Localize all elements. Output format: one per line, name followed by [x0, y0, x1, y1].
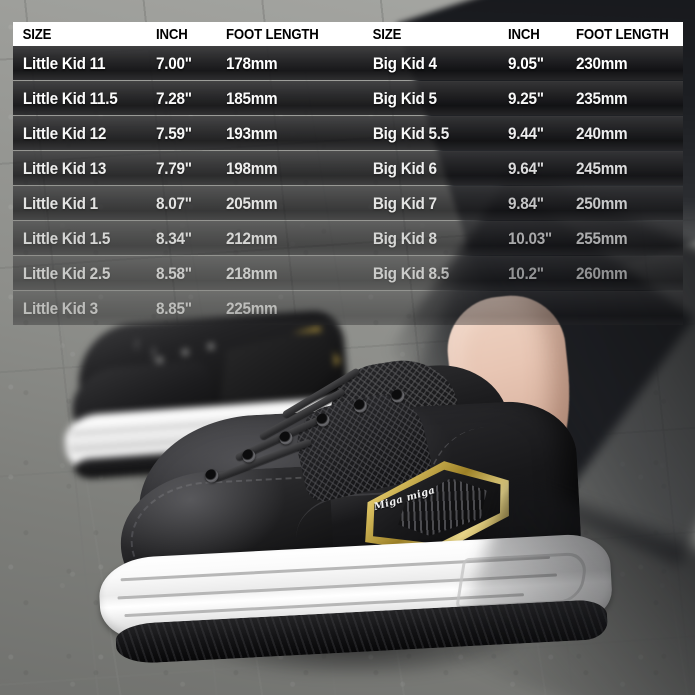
table-row: Little Kid 11.5 7.28" 185mm Big Kid 5 9.…: [13, 81, 683, 115]
cell-left-inch: 7.59": [156, 123, 193, 143]
cell-left-size: Little Kid 12: [22, 123, 107, 143]
back-shoe-laces: [135, 326, 269, 382]
cell-left-inch: 8.34": [156, 228, 193, 248]
cell-right-inch: 10.03": [507, 228, 552, 248]
cell-left-foot: 185mm: [226, 88, 278, 108]
cell-right-size: Big Kid 7: [372, 193, 437, 213]
cell-left-size: Little Kid 11: [22, 53, 106, 73]
cell-left-size: Little Kid 1.5: [22, 228, 111, 248]
cell-right-size: Big Kid 8: [372, 228, 437, 248]
cell-right-inch: 9.25": [507, 88, 544, 108]
cell-left-foot: 178mm: [226, 53, 278, 73]
cell-left-size: Little Kid 1: [22, 193, 98, 213]
cell-left-foot: 193mm: [226, 123, 278, 143]
cell-left-inch: 7.79": [156, 158, 193, 178]
cell-left-size: Little Kid 13: [22, 158, 107, 178]
cell-left-size: Little Kid 2.5: [22, 263, 111, 283]
cell-left-foot: 212mm: [226, 228, 278, 248]
table-row: Little Kid 1 8.07" 205mm Big Kid 7 9.84"…: [13, 186, 683, 220]
cell-right-foot: 230mm: [575, 53, 628, 73]
cell-right-size: Big Kid 4: [372, 53, 437, 73]
cell-left-size: Little Kid 11.5: [22, 88, 118, 108]
size-chart-header-row: SIZE INCH FOOT LENGTH SIZE INCH FOOT LEN…: [13, 22, 683, 46]
header-left-size: SIZE: [22, 25, 52, 43]
header-right-foot-length: FOOT LENGTH: [575, 25, 669, 43]
header-right-inch: INCH: [507, 25, 540, 43]
cell-right-size: Big Kid 5: [372, 88, 437, 108]
cell-right-inch: 9.64": [507, 158, 544, 178]
cell-right-size: Big Kid 6: [372, 158, 437, 178]
cell-left-foot: 198mm: [226, 158, 278, 178]
cell-right-foot: 245mm: [575, 158, 628, 178]
cell-right-foot: 240mm: [575, 123, 628, 143]
cell-right-foot: 255mm: [575, 228, 628, 248]
cell-left-foot: 205mm: [226, 193, 278, 213]
size-chart-overlay: SIZE INCH FOOT LENGTH SIZE INCH FOOT LEN…: [13, 22, 683, 326]
cell-left-foot: 218mm: [226, 263, 278, 283]
cell-left-size: Little Kid 3: [22, 298, 98, 318]
table-row: Little Kid 13 7.79" 198mm Big Kid 6 9.64…: [13, 151, 683, 185]
cell-right-inch: 9.44": [507, 123, 544, 143]
cell-right-size: Big Kid 8.5: [372, 263, 449, 283]
header-left-inch: INCH: [156, 25, 188, 43]
cell-left-inch: 8.58": [156, 263, 193, 283]
cell-right-inch: 9.05": [507, 53, 544, 73]
cell-right-inch: 10.2": [507, 263, 544, 283]
size-chart-body: Little Kid 11 7.00" 178mm Big Kid 4 9.05…: [13, 46, 683, 326]
table-row: Little Kid 1.5 8.34" 212mm Big Kid 8 10.…: [13, 221, 683, 255]
cell-left-inch: 7.00": [156, 53, 193, 73]
cell-right-size: Big Kid 5.5: [372, 123, 449, 143]
table-row: Little Kid 2.5 8.58" 218mm Big Kid 8.5 1…: [13, 256, 683, 290]
header-right-size: SIZE: [372, 25, 401, 43]
table-row: Little Kid 12 7.59" 193mm Big Kid 5.5 9.…: [13, 116, 683, 150]
cell-right-foot: 260mm: [575, 263, 628, 283]
table-row: Little Kid 11 7.00" 178mm Big Kid 4 9.05…: [13, 46, 683, 80]
table-row: Little Kid 3 8.85" 225mm: [13, 291, 683, 325]
cell-right-foot: 235mm: [575, 88, 628, 108]
cell-left-foot: 225mm: [226, 298, 278, 318]
cell-left-inch: 8.85": [156, 298, 193, 318]
header-left-foot-length: FOOT LENGTH: [226, 25, 320, 43]
cell-right-foot: 250mm: [575, 193, 628, 213]
cell-right-inch: 9.84": [507, 193, 544, 213]
cell-left-inch: 8.07": [156, 193, 193, 213]
cell-left-inch: 7.28": [156, 88, 193, 108]
